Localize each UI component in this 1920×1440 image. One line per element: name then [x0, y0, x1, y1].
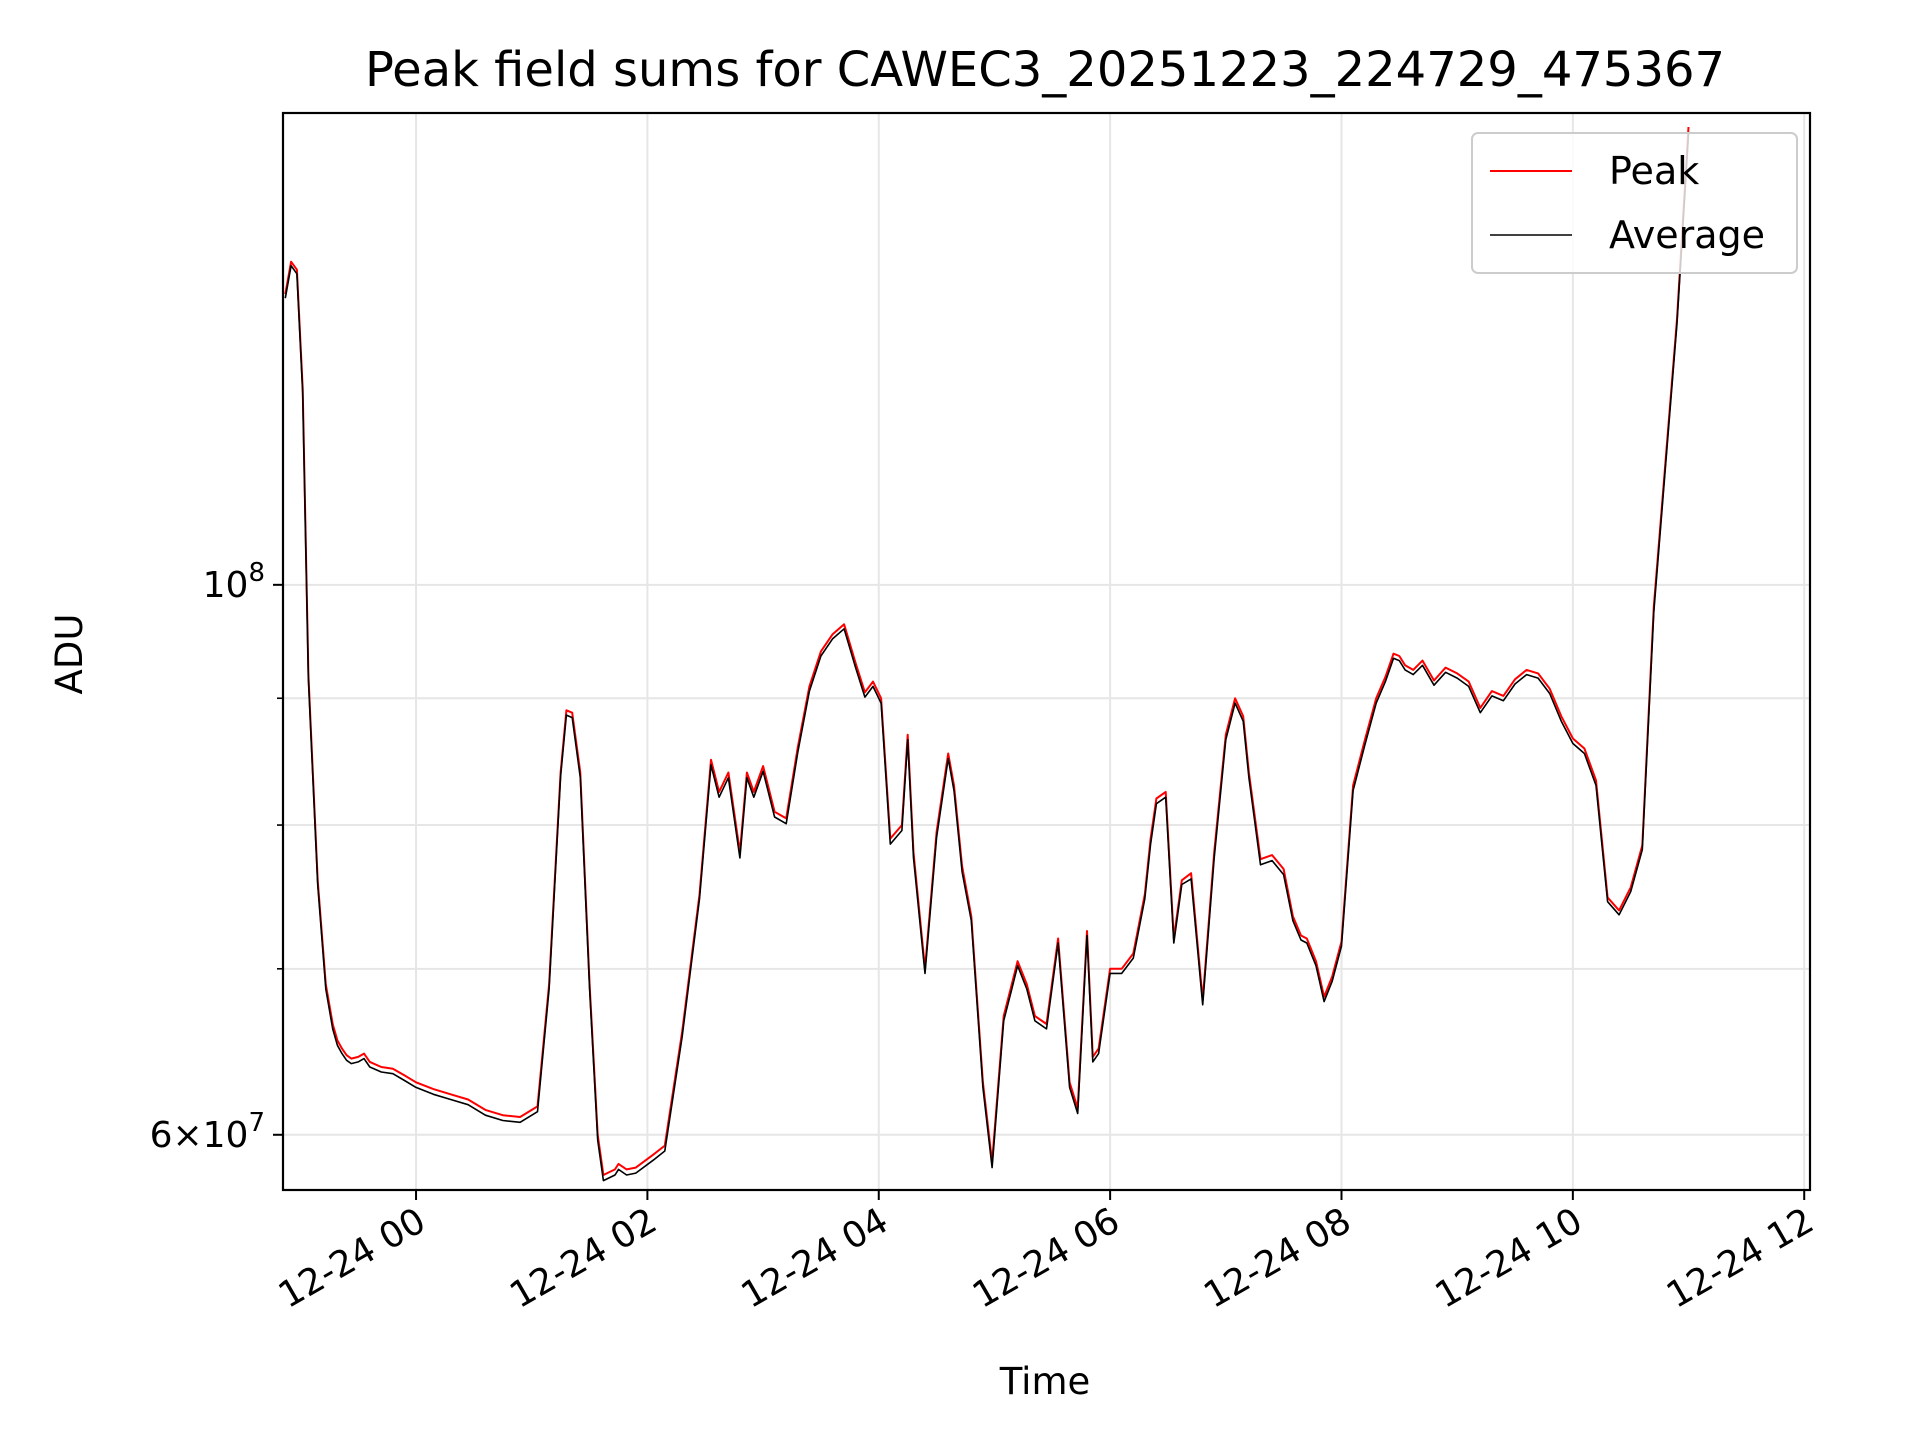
chart-title: Peak field sums for CAWEC3_20251223_2247…	[365, 42, 1725, 98]
x-axis-title: Time	[999, 1360, 1091, 1403]
series-lines	[284, 126, 1690, 1182]
legend-label-average: Average	[1609, 213, 1765, 257]
grid-lines	[283, 113, 1810, 1190]
y-tick-label-part: 10	[203, 565, 249, 606]
y-tick-label: 108	[203, 558, 265, 606]
y-tick-exponent: 7	[248, 1108, 265, 1138]
legend: Peak Average	[1471, 132, 1798, 274]
plot-area-frame	[281, 111, 1812, 1192]
series-line-average	[284, 133, 1690, 1182]
y-tick-exponent: 8	[248, 558, 265, 588]
y-tick-label-part: 6	[150, 1115, 173, 1156]
y-tick-label-part: 10	[203, 1115, 249, 1156]
legend-label-peak: Peak	[1609, 149, 1699, 193]
y-axis-title: ADU	[48, 614, 91, 695]
y-tick-label: 6×107	[150, 1108, 265, 1156]
y-tick-label-part: ×	[172, 1115, 202, 1156]
legend-box	[1471, 132, 1798, 274]
